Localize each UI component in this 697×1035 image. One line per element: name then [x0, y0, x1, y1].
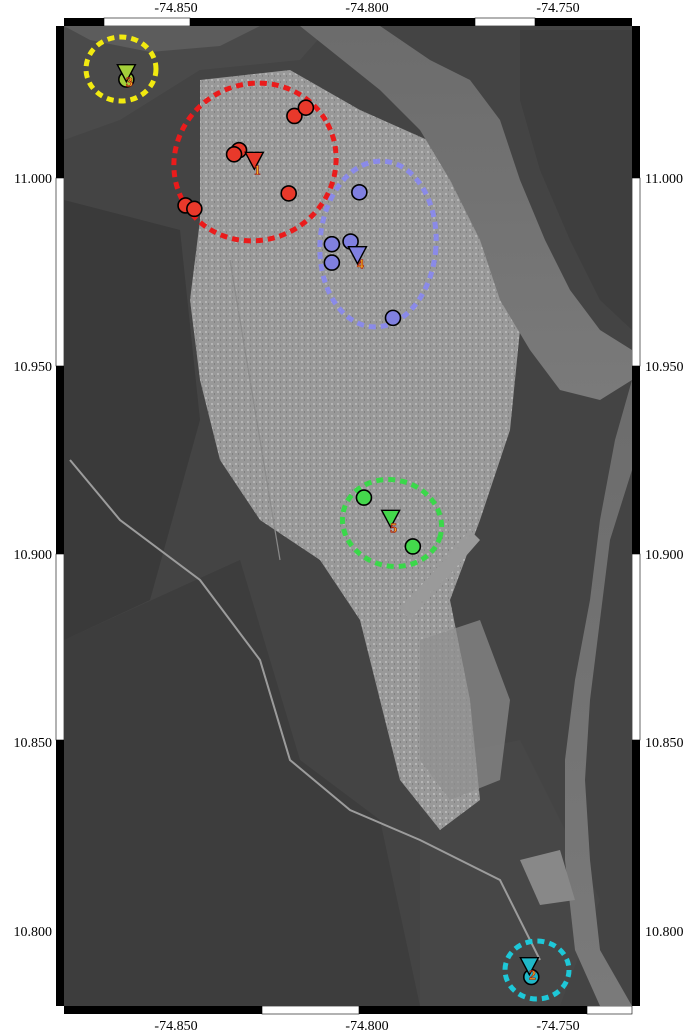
station-point-cluster-1: [286, 107, 303, 125]
y-tick-left: 10.950: [14, 360, 53, 375]
x-tick-top: -74.750: [536, 1, 579, 16]
y-tick-left: 11.000: [14, 172, 52, 187]
satellite-image: [64, 26, 632, 1006]
station-point-cluster-4: [384, 309, 402, 327]
x-tick-top: -74.850: [154, 1, 197, 16]
cluster-ring-2: [502, 938, 572, 1002]
cluster-marker-2: [519, 957, 540, 977]
station-point-cluster-1: [297, 99, 315, 116]
station-point-cluster-1: [225, 146, 243, 163]
station-point-cluster-4: [323, 235, 341, 253]
station-point-cluster-4: [351, 183, 368, 201]
cluster-label-2: 2: [529, 969, 536, 984]
cluster-ring-4: [317, 158, 439, 330]
cluster-ring-1: [171, 80, 339, 244]
x-tick-top: -74.800: [345, 1, 388, 16]
station-point-cluster-1: [186, 200, 203, 218]
cluster-marker-5: [380, 509, 401, 529]
y-tick-right: 10.950: [645, 360, 684, 375]
y-tick-labels-left: 11.000 10.950 10.900 10.850 10.800: [14, 172, 53, 940]
x-tick-bottom: -74.750: [536, 1019, 579, 1034]
map-frame: [55, 17, 641, 1015]
y-tick-left: 10.850: [14, 736, 53, 751]
station-point-cluster-1: [280, 185, 297, 202]
station-point-cluster-4: [323, 254, 341, 271]
cluster-rings: [83, 34, 572, 1002]
y-tick-labels-right: 11.000 10.950 10.900 10.850 10.800: [645, 172, 684, 940]
cluster-label-5: 5: [390, 521, 397, 536]
station-point-cluster-5: [404, 538, 422, 555]
y-tick-left: 10.900: [14, 548, 53, 563]
y-tick-left: 10.800: [14, 925, 53, 940]
cluster-marker-4: [347, 246, 368, 266]
x-tick-bottom: -74.800: [345, 1019, 388, 1034]
cluster-ring-3: [83, 34, 159, 104]
cluster-ring-5: [339, 476, 445, 570]
station-point-cluster-5: [355, 489, 373, 506]
y-tick-right: 10.900: [645, 548, 684, 563]
cluster-marker-3: [116, 64, 137, 84]
cluster-label-1: 1: [254, 163, 261, 178]
cluster-label-3: 3: [126, 76, 133, 91]
x-tick-labels-bottom: -74.850 -74.800 -74.750: [154, 1019, 579, 1034]
cluster-markers: 1 2 3 4 5: [116, 64, 540, 984]
cluster-marker-1: [244, 151, 265, 171]
cluster-label-4: 4: [357, 258, 364, 273]
y-tick-right: 11.000: [645, 172, 683, 187]
x-tick-labels-top: -74.850 -74.800 -74.750: [154, 1, 579, 16]
y-tick-right: 10.850: [645, 736, 684, 751]
y-tick-right: 10.800: [645, 925, 684, 940]
x-tick-bottom: -74.850: [154, 1019, 197, 1034]
